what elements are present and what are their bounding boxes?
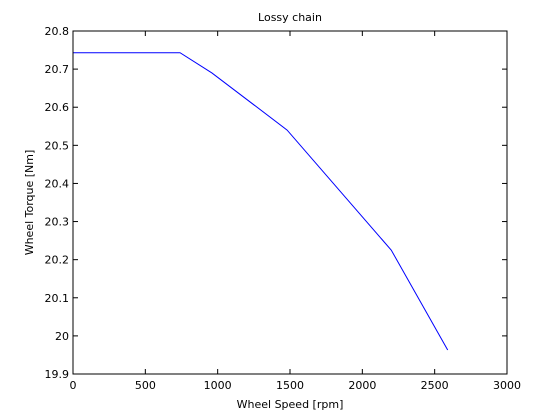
y-tick-label: 20 [55, 330, 69, 343]
plot-area [73, 31, 507, 374]
x-tick-label: 1000 [204, 379, 232, 392]
x-axis-title: Wheel Speed [rpm] [237, 398, 344, 411]
y-axis-title: Wheel Torque [Nm] [23, 150, 36, 256]
x-tick-label: 1500 [276, 379, 304, 392]
x-tick-label: 0 [70, 379, 77, 392]
y-tick-label: 20.4 [45, 177, 70, 190]
y-tick-label: 20.8 [45, 25, 70, 38]
axes-box [72, 30, 508, 375]
y-tick-label: 20.7 [45, 63, 70, 76]
y-tick-label: 20.2 [45, 254, 70, 267]
x-axis-ticks: 0 500 1000 1500 2000 2500 3000 [70, 31, 521, 392]
y-tick-label: 20.1 [45, 292, 70, 305]
chart-title: Lossy chain [258, 11, 322, 24]
x-tick-label: 2500 [421, 379, 449, 392]
x-tick-label: 500 [135, 379, 156, 392]
y-axis-ticks: 19.9 20 20.1 20.2 20.3 20.4 20.5 20.6 20.7 20.8 [45, 25, 507, 381]
x-tick-label: 3000 [493, 379, 521, 392]
x-tick-label: 2000 [348, 379, 376, 392]
series-line [73, 52, 449, 351]
y-tick-label: 19.9 [45, 368, 70, 381]
y-tick-label: 20.5 [45, 139, 70, 152]
y-tick-label: 20.3 [45, 216, 70, 229]
series-layer [73, 52, 449, 351]
y-tick-label: 20.6 [45, 101, 70, 114]
